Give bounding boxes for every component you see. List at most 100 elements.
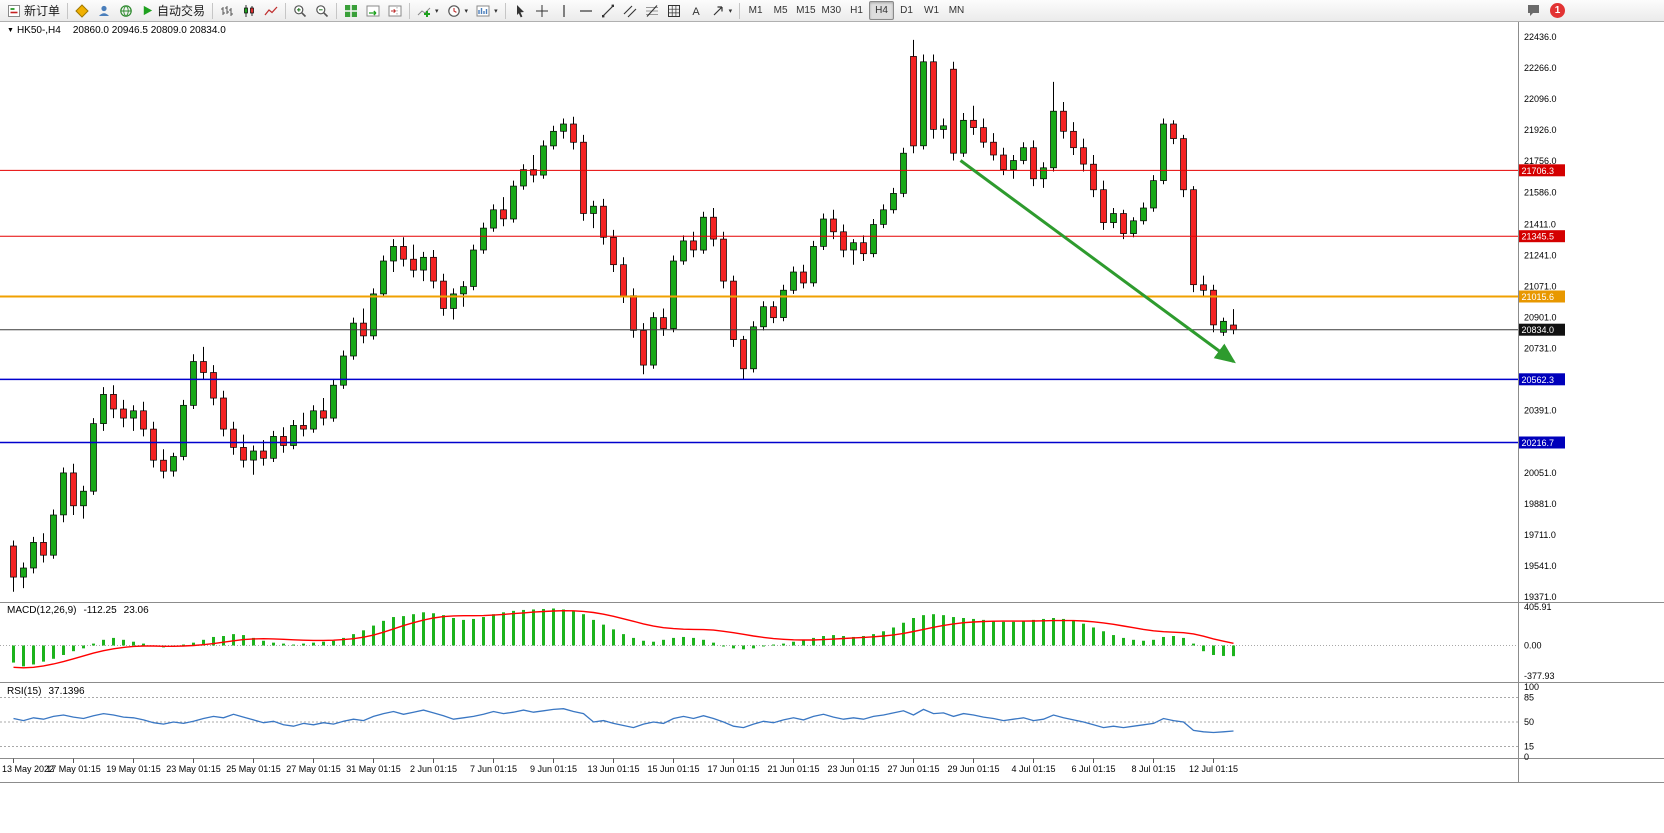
toolbar-separator xyxy=(504,2,506,19)
macd-bar xyxy=(632,637,635,646)
timeframe-h1-button[interactable]: H1 xyxy=(844,1,869,20)
timeframe-m5-button[interactable]: M5 xyxy=(768,1,793,20)
chevron-down-icon: ▾ xyxy=(464,7,469,15)
notification-badge[interactable]: 1 xyxy=(1550,3,1565,18)
vertical-line-button[interactable] xyxy=(553,1,575,20)
macd-bar xyxy=(102,639,105,646)
bar-chart-button[interactable] xyxy=(216,1,238,20)
trend-arrow[interactable] xyxy=(959,159,1236,364)
collapse-triangle-icon[interactable]: ▼ xyxy=(7,27,14,34)
rsi-scale-label: 100 xyxy=(1524,682,1539,692)
time-label: 31 May 01:15 xyxy=(346,764,401,774)
macd-bar xyxy=(682,636,685,646)
line-chart-button[interactable] xyxy=(260,1,282,20)
candle xyxy=(980,118,987,148)
macd-bar xyxy=(302,643,305,646)
candle-body xyxy=(670,260,677,329)
price-label: 21411.0 xyxy=(1524,219,1556,229)
horizontal-line-icon xyxy=(579,9,592,12)
candle-body xyxy=(180,404,187,457)
candle-body xyxy=(1160,123,1167,181)
candle xyxy=(230,421,237,455)
macd-bar xyxy=(452,617,455,646)
candle xyxy=(1130,217,1137,238)
toolbar-separator xyxy=(409,2,411,19)
candle-body xyxy=(1070,130,1077,149)
timeframe-d1-button[interactable]: D1 xyxy=(894,1,919,20)
candle xyxy=(650,312,657,369)
indicators-button[interactable]: ▾ xyxy=(413,1,443,20)
cursor-button[interactable] xyxy=(509,1,531,20)
rsi-scale-label: 0 xyxy=(1524,752,1529,762)
timeframe-m30-button[interactable]: M30 xyxy=(819,1,844,20)
macd-bar xyxy=(422,612,425,646)
candle xyxy=(420,251,427,282)
candle xyxy=(240,434,247,468)
timeframe-m15-button[interactable]: M15 xyxy=(793,1,818,20)
trendline-button[interactable] xyxy=(597,1,619,20)
arrows-tool-button[interactable]: ▾ xyxy=(707,1,737,20)
candle-body xyxy=(210,372,217,399)
candle xyxy=(1000,147,1007,176)
macd-main-value: -112.25 xyxy=(83,605,117,616)
candle-body xyxy=(710,216,717,240)
price-badge-text: 20834.0 xyxy=(1522,325,1555,335)
community-button[interactable] xyxy=(115,1,137,20)
candle-body xyxy=(910,56,917,147)
candle xyxy=(430,250,437,289)
macd-signal-line xyxy=(13,609,1234,669)
svg-text:A: A xyxy=(692,6,700,18)
price-label: 21756.0 xyxy=(1524,156,1557,166)
periods-button[interactable]: ▾ xyxy=(443,1,473,20)
candle-body xyxy=(50,514,57,556)
candle xyxy=(40,533,47,563)
price-label: 19541.0 xyxy=(1524,561,1557,571)
macd-bar xyxy=(792,641,795,646)
horizontal-line-button[interactable] xyxy=(575,1,597,20)
timeframe-mn-button[interactable]: MN xyxy=(944,1,969,20)
new-order-button[interactable]: 新订单 xyxy=(3,1,64,20)
profile-button[interactable] xyxy=(93,1,115,20)
timeframe-m1-button[interactable]: M1 xyxy=(743,1,768,20)
auto-scroll-button[interactable] xyxy=(362,1,384,20)
macd-bar xyxy=(642,640,645,646)
text-button[interactable]: A xyxy=(685,1,707,20)
candle-body xyxy=(970,119,977,128)
time-label: 7 Jun 01:15 xyxy=(470,764,517,774)
candle-body xyxy=(30,542,37,569)
metaeditor-button[interactable] xyxy=(71,1,93,20)
timeframe-w1-button[interactable]: W1 xyxy=(919,1,944,20)
templates-button[interactable]: ▾ xyxy=(472,1,502,20)
ohlc-values: 20860.0 20946.5 20809.0 20834.0 xyxy=(72,25,226,36)
candle-body xyxy=(510,185,517,220)
candle xyxy=(280,427,287,453)
crosshair-button[interactable] xyxy=(531,1,553,20)
candlestick-chart-button[interactable] xyxy=(238,1,260,20)
candle xyxy=(940,118,947,139)
chat-button[interactable] xyxy=(1522,1,1545,20)
candle xyxy=(410,244,417,278)
candle-body xyxy=(1010,160,1017,170)
chart-shift-button[interactable] xyxy=(384,1,406,20)
channel-button[interactable] xyxy=(619,1,641,20)
tile-windows-button[interactable] xyxy=(340,1,362,20)
macd-bar xyxy=(1192,643,1195,646)
candle-body xyxy=(260,450,267,459)
price-axis-labels[interactable]: 22436.0 22266.0 22096.0 21926.0 21756.0 21586… xyxy=(1524,32,1557,762)
zoom-out-button[interactable] xyxy=(311,1,333,20)
macd-scale-label: -377.93 xyxy=(1524,671,1555,681)
candle xyxy=(920,54,927,150)
shapes-button[interactable] xyxy=(663,1,685,20)
candle xyxy=(1180,134,1187,198)
zoom-in-button[interactable] xyxy=(289,1,311,20)
macd-bar xyxy=(412,614,415,646)
timeframe-h4-button[interactable]: H4 xyxy=(869,1,894,20)
autotrading-button[interactable]: 自动交易 xyxy=(137,1,209,20)
candle-body xyxy=(870,224,877,255)
fibonacci-button[interactable] xyxy=(641,1,663,20)
candle-body xyxy=(490,209,497,229)
chart-shift-icon xyxy=(388,5,402,16)
candle xyxy=(1080,138,1087,172)
